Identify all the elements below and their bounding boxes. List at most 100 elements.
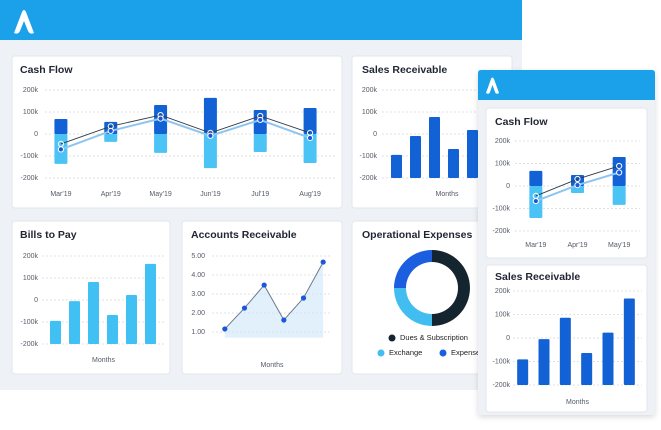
card-title: Cash Flow — [20, 64, 73, 76]
main-header — [0, 0, 522, 40]
bar — [538, 339, 550, 385]
point — [257, 116, 264, 124]
y-tick-label: 0 — [34, 297, 38, 304]
chart: 200k 100k 0 -100k -200k Months — [20, 253, 165, 364]
y-tick-label: -200k — [359, 175, 377, 182]
bar — [154, 134, 168, 153]
x-tick-label: Apr'19 — [101, 191, 121, 198]
bar — [571, 186, 584, 193]
bar — [581, 353, 593, 385]
chart: 200k 100k 0 -100k -200k Mar'19 Apr'19 May'19 Jun… — [20, 87, 335, 198]
card-title: Bills to Pay — [20, 229, 77, 241]
y-tick-label: 0 — [506, 335, 510, 342]
line — [535, 165, 620, 197]
x-tick-label: Mar'19 — [50, 191, 71, 198]
point — [532, 197, 539, 205]
y-tick-label: 100k — [495, 311, 511, 318]
bar — [88, 281, 99, 344]
y-tick-label: -200k — [20, 341, 38, 348]
y-tick-label: 100k — [362, 109, 378, 116]
x-axis-label: Months — [436, 191, 459, 198]
x-axis-label: Months — [92, 357, 115, 364]
y-tick-label: -200k — [492, 382, 510, 389]
y-tick-label: 200k — [362, 87, 378, 94]
app-logo[interactable] — [486, 77, 499, 94]
donut-segment — [394, 250, 432, 288]
y-tick-label: -200k — [20, 175, 38, 182]
bar — [50, 320, 61, 344]
card-title: Sales Receivable — [362, 64, 447, 76]
point — [306, 134, 314, 142]
legend-swatch — [388, 334, 396, 342]
y-tick-label: 4.00 — [191, 272, 205, 279]
bar — [253, 134, 267, 153]
y-tick-label: 2.00 — [191, 310, 205, 317]
y-tick-label: 3.00 — [191, 291, 205, 298]
bar — [303, 134, 317, 164]
legend-label: Exchange — [389, 348, 422, 357]
point — [107, 127, 114, 135]
bar — [303, 108, 317, 134]
y-tick-label: -100k — [359, 153, 377, 160]
line — [60, 114, 311, 145]
bar — [612, 186, 626, 205]
chart: 5.00 4.00 3.00 2.00 1.00 Months — [191, 253, 332, 369]
point — [616, 169, 623, 176]
x-axis-label: Months — [261, 362, 284, 369]
area-fill — [224, 262, 324, 338]
y-tick-label: 1.00 — [191, 329, 205, 336]
donut-segment — [432, 250, 470, 326]
x-tick-label: Aug'19 — [299, 191, 321, 198]
bar — [602, 332, 614, 385]
point — [300, 295, 307, 301]
point — [574, 182, 581, 189]
chart: Dues & Subscription Exchange Expenses — [377, 250, 484, 357]
y-tick-label: 200k — [23, 253, 39, 260]
point — [157, 115, 164, 122]
bar — [391, 154, 402, 178]
y-tick-label: 100k — [23, 109, 39, 116]
line — [60, 117, 311, 151]
app-logo[interactable] — [14, 10, 34, 34]
y-tick-label: 100k — [495, 160, 511, 167]
legend-label: Dues & Subscription — [400, 333, 468, 342]
point — [207, 132, 214, 139]
x-tick-label: May'19 — [149, 191, 171, 198]
point — [241, 305, 248, 311]
y-tick-label: 200k — [495, 138, 511, 145]
bar — [429, 117, 440, 178]
legend-swatch — [377, 349, 385, 357]
bar — [69, 301, 80, 344]
line — [224, 261, 324, 330]
chart: 200k 100k 0 -100k -200k Months — [492, 288, 642, 406]
y-tick-label: 200k — [495, 288, 511, 295]
card-title: Sales Receivable — [495, 271, 580, 283]
card-title: Cash Flow — [495, 116, 548, 128]
bar — [203, 134, 217, 169]
y-tick-label: 200k — [23, 87, 39, 94]
y-tick-label: 0 — [34, 131, 38, 138]
legend-swatch — [439, 349, 447, 357]
bar — [104, 134, 118, 142]
point — [616, 162, 623, 170]
bar — [145, 263, 156, 344]
bar — [203, 97, 217, 134]
x-tick-label: Jun'19 — [200, 191, 221, 198]
point — [261, 282, 267, 288]
donut-segment — [394, 288, 432, 326]
bar — [448, 148, 459, 178]
y-tick-label: -200k — [492, 228, 510, 235]
bar — [517, 359, 529, 385]
y-tick-label: 0 — [506, 183, 510, 190]
y-tick-label: -100k — [492, 358, 510, 365]
legend-label: Expenses — [451, 348, 484, 357]
bar — [623, 298, 635, 385]
card-title: Accounts Receivable — [191, 229, 297, 241]
point — [320, 259, 326, 265]
point — [57, 146, 65, 153]
point — [281, 317, 287, 323]
y-tick-label: 5.00 — [191, 253, 205, 260]
x-tick-label: Jul'19 — [251, 191, 269, 198]
card — [11, 55, 343, 209]
